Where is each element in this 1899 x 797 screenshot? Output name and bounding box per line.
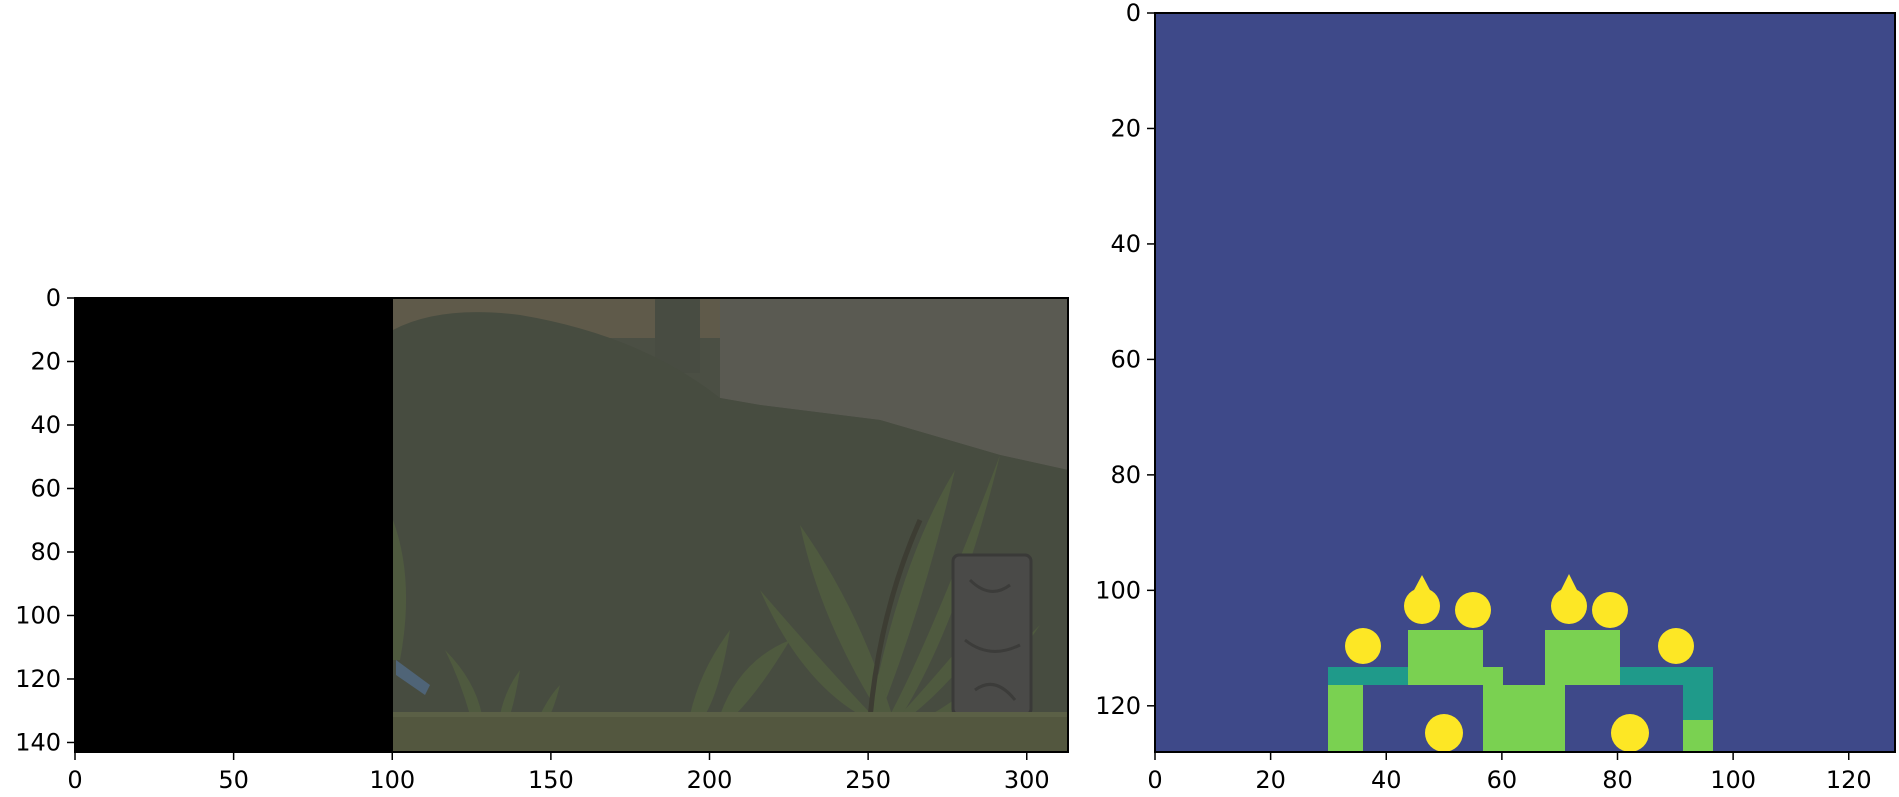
x-tick-label: 100	[1710, 766, 1756, 794]
x-tick-label: 80	[1602, 766, 1633, 794]
x-tick-label: 250	[845, 766, 891, 794]
x-tick-label: 50	[218, 766, 249, 794]
x-tick-label: 60	[1487, 766, 1518, 794]
mask-block	[1408, 630, 1483, 685]
segmentation-map-image	[1155, 13, 1895, 752]
y-tick-label: 100	[15, 601, 61, 629]
segmentation-map-panel: 0 20 40 60 80 100 120 0 20 40 60 80 100 120	[1095, 0, 1896, 794]
y-tick-label: 60	[1110, 345, 1141, 373]
y-tick-label: 40	[30, 411, 61, 439]
segmentation-map-ticks: 0 20 40 60 80 100 120 0 20 40 60 80 100 120	[1095, 0, 1871, 794]
y-tick-label: 0	[46, 284, 61, 312]
game-frame-axes	[74, 297, 1069, 753]
game-frame-ticks: 0 50 100 150 200 250 300 0 20 40 60 80 100 120 140	[15, 284, 1049, 794]
y-tick-label: 20	[30, 347, 61, 375]
x-tick-label: 0	[1147, 766, 1162, 794]
x-tick-label: 40	[1371, 766, 1402, 794]
y-tick-label: 120	[1095, 692, 1141, 720]
plant-leaves	[393, 455, 1040, 715]
y-tick-label: 120	[15, 665, 61, 693]
x-tick-label: 300	[1004, 766, 1050, 794]
segmentation-map-axes	[1154, 12, 1896, 753]
x-tick-label: 150	[528, 766, 574, 794]
y-tick-label: 40	[1110, 230, 1141, 258]
y-tick-label: 60	[30, 474, 61, 502]
game-frame-image	[75, 298, 1068, 752]
x-tick-label: 100	[369, 766, 415, 794]
stone-pillar	[951, 553, 1033, 717]
game-frame-panel: 0 50 100 150 200 250 300 0 20 40 60 80 100 120 140	[15, 284, 1069, 794]
x-tick-label: 0	[67, 766, 82, 794]
y-tick-label: 80	[30, 538, 61, 566]
black-strip	[75, 298, 393, 752]
y-tick-label: 0	[1126, 0, 1141, 27]
y-tick-label: 140	[15, 728, 61, 756]
y-tick-label: 80	[1110, 461, 1141, 489]
mask-blobs	[1345, 574, 1694, 752]
x-tick-label: 20	[1255, 766, 1286, 794]
y-tick-label: 100	[1095, 576, 1141, 604]
y-tick-label: 20	[1110, 114, 1141, 142]
x-tick-label: 200	[687, 766, 733, 794]
x-tick-label: 120	[1826, 766, 1872, 794]
